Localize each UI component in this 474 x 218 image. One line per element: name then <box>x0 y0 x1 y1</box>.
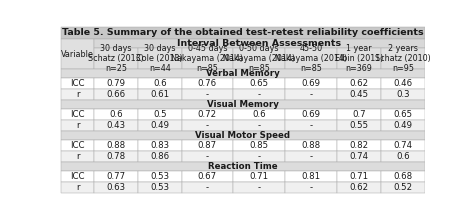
Text: 0.87: 0.87 <box>198 141 217 150</box>
Bar <box>337 120 381 131</box>
Bar <box>138 89 182 100</box>
Bar <box>381 89 425 100</box>
Bar <box>61 27 425 39</box>
Text: r: r <box>76 90 80 99</box>
Text: r: r <box>76 183 80 192</box>
Bar <box>138 171 182 182</box>
Text: Variable: Variable <box>61 49 94 59</box>
Bar <box>285 120 337 131</box>
Bar <box>233 182 285 193</box>
Bar <box>94 78 138 89</box>
Bar <box>182 171 233 182</box>
Bar <box>94 140 138 151</box>
Bar <box>182 182 233 193</box>
Text: 0.6: 0.6 <box>252 110 266 119</box>
Text: ICC: ICC <box>71 141 85 150</box>
Bar <box>337 140 381 151</box>
Text: 0.81: 0.81 <box>301 172 320 181</box>
Bar <box>233 140 285 151</box>
Text: -: - <box>309 90 312 99</box>
Text: -: - <box>206 121 209 130</box>
Text: ICC: ICC <box>71 110 85 119</box>
Text: 0.49: 0.49 <box>393 121 412 130</box>
Text: r: r <box>76 121 80 130</box>
Bar <box>94 109 138 120</box>
Bar <box>285 151 337 162</box>
Bar <box>61 69 425 78</box>
Text: 0.72: 0.72 <box>198 110 217 119</box>
Text: 0.7: 0.7 <box>352 110 365 119</box>
Text: 0.53: 0.53 <box>150 172 169 181</box>
Text: r: r <box>76 152 80 161</box>
Bar <box>94 120 138 131</box>
Bar <box>61 89 94 100</box>
Bar <box>94 48 138 69</box>
Bar <box>233 78 285 89</box>
Text: -: - <box>206 90 209 99</box>
Text: -: - <box>309 152 312 161</box>
Bar <box>233 89 285 100</box>
Bar <box>381 151 425 162</box>
Bar <box>182 151 233 162</box>
Text: 0.6: 0.6 <box>109 110 123 119</box>
Bar <box>337 109 381 120</box>
Text: 0.66: 0.66 <box>107 90 126 99</box>
Bar <box>138 109 182 120</box>
Text: Verbal Memory: Verbal Memory <box>206 69 280 78</box>
Text: 0.6: 0.6 <box>396 152 410 161</box>
Text: Visual Motor Speed: Visual Motor Speed <box>195 131 291 140</box>
Bar <box>233 109 285 120</box>
Bar <box>94 151 138 162</box>
Bar <box>182 78 233 89</box>
Bar <box>233 120 285 131</box>
Text: 2 years
Schatz (2010)
n=95: 2 years Schatz (2010) n=95 <box>375 44 431 73</box>
Bar <box>94 182 138 193</box>
Text: 0.61: 0.61 <box>150 90 169 99</box>
Text: 0.79: 0.79 <box>107 79 126 88</box>
Text: 0.69: 0.69 <box>301 79 320 88</box>
Bar <box>285 140 337 151</box>
Text: 0.85: 0.85 <box>249 141 269 150</box>
Text: 0.88: 0.88 <box>301 141 320 150</box>
Bar <box>61 131 425 140</box>
Text: -: - <box>257 183 261 192</box>
Bar <box>381 140 425 151</box>
Bar <box>138 120 182 131</box>
Text: 0.88: 0.88 <box>107 141 126 150</box>
Text: 0.82: 0.82 <box>349 141 368 150</box>
Text: 0.77: 0.77 <box>107 172 126 181</box>
Bar <box>138 151 182 162</box>
Text: 0.83: 0.83 <box>150 141 169 150</box>
Text: -: - <box>257 152 261 161</box>
Text: -: - <box>309 183 312 192</box>
Text: 0.6: 0.6 <box>153 79 166 88</box>
Bar <box>61 151 94 162</box>
Bar <box>182 48 233 69</box>
Text: 0.46: 0.46 <box>393 79 412 88</box>
Bar <box>381 120 425 131</box>
Bar <box>61 182 94 193</box>
Text: Reaction Time: Reaction Time <box>208 162 278 171</box>
Text: 0.65: 0.65 <box>393 110 412 119</box>
Bar <box>233 151 285 162</box>
Bar <box>61 162 425 171</box>
Text: 0.63: 0.63 <box>107 183 126 192</box>
Bar <box>233 171 285 182</box>
Bar <box>381 171 425 182</box>
Text: 30 days
Cole (2013)
n=44: 30 days Cole (2013) n=44 <box>137 44 183 73</box>
Text: 0.55: 0.55 <box>349 121 368 130</box>
Text: 0.67: 0.67 <box>198 172 217 181</box>
Text: 0.74: 0.74 <box>349 152 368 161</box>
Bar <box>182 109 233 120</box>
Text: 0.43: 0.43 <box>107 121 126 130</box>
Text: 0.65: 0.65 <box>249 79 269 88</box>
Text: 0.69: 0.69 <box>301 110 320 119</box>
Text: 0-45 days
Nakayama (2014)
n=85: 0-45 days Nakayama (2014) n=85 <box>172 44 243 73</box>
Bar <box>285 182 337 193</box>
Bar <box>61 109 94 120</box>
Text: 0.71: 0.71 <box>349 172 368 181</box>
Text: ICC: ICC <box>71 79 85 88</box>
Bar <box>337 78 381 89</box>
Bar <box>285 171 337 182</box>
Text: 0.78: 0.78 <box>107 152 126 161</box>
